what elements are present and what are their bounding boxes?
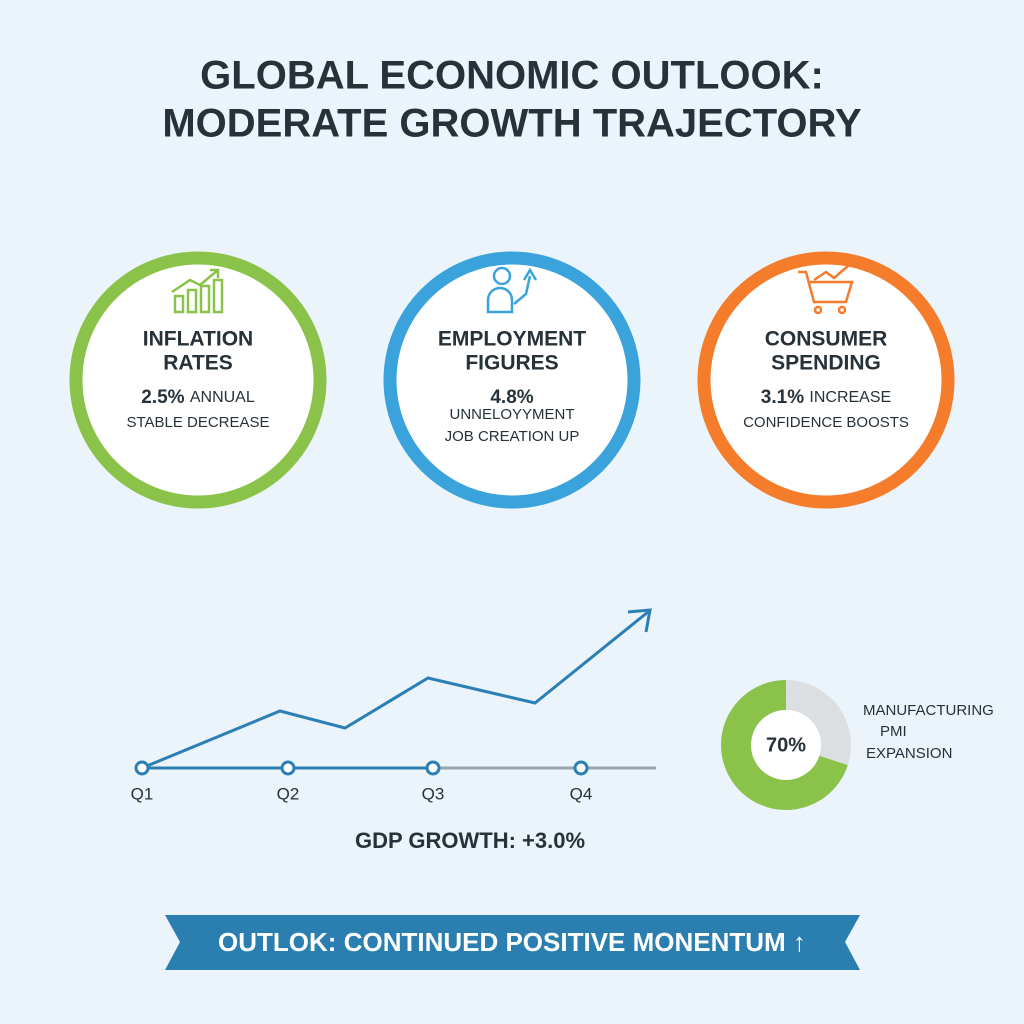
gauge-caption: PMI xyxy=(880,723,907,740)
gauge-center xyxy=(751,710,821,780)
card-sub: STABLE DECREASE xyxy=(126,414,269,431)
card-stat-value: 3.1% xyxy=(761,387,804,408)
banner xyxy=(165,915,860,970)
quarter-point xyxy=(425,760,441,776)
card-stat-value: 4.8% xyxy=(490,387,533,408)
quarter-point xyxy=(573,760,589,776)
gauge-caption: EXPANSION xyxy=(866,745,952,762)
icon-chart xyxy=(171,268,224,314)
title: MODERATE GROWTH TRAJECTORY xyxy=(162,102,862,146)
icon-person xyxy=(486,266,538,314)
card-title: EMPLOYMENT xyxy=(438,328,586,351)
card-title: INFLATION xyxy=(143,328,253,351)
chart-caption: GDP GROWTH: +3.0% xyxy=(355,828,585,853)
card-ring xyxy=(69,251,327,509)
card-title: FIGURES xyxy=(465,352,558,375)
card-stat-note: ANNUAL xyxy=(190,389,255,406)
quarter-point xyxy=(134,760,150,776)
quarter-label: Q1 xyxy=(131,784,154,803)
card-stat-note: INCREASE xyxy=(809,389,891,406)
card-ring xyxy=(383,251,641,509)
gauge-arc xyxy=(721,680,848,810)
card-stat: 2.5% ANNUAL xyxy=(141,387,255,408)
icon-cart xyxy=(798,265,854,315)
card-stat: 4.8% xyxy=(490,387,533,408)
banner-text: OUTLOK: CONTINUED POSITIVE MONENTUM ↑ xyxy=(218,927,806,957)
quarter-label: Q2 xyxy=(277,784,300,803)
card-sub: CONFIDENCE BOOSTS xyxy=(743,414,909,431)
card-ring xyxy=(697,251,955,509)
card-title: RATES xyxy=(163,352,233,375)
gauge-caption: MANUFACTURING xyxy=(863,702,994,719)
card-sub: JOB CREATION UP xyxy=(445,428,580,445)
trend-arrow xyxy=(627,608,652,633)
title: GLOBAL ECONOMIC OUTLOOK: xyxy=(200,54,824,98)
card-title: SPENDING xyxy=(771,352,881,375)
quarter-label: Q3 xyxy=(422,784,445,803)
card-title: CONSUMER xyxy=(765,328,888,351)
gauge-label: 70% xyxy=(766,734,806,756)
trend-line xyxy=(141,610,649,770)
card-stat: 3.1% INCREASE xyxy=(761,387,891,408)
card-sub: UNNELOYYMENT xyxy=(449,406,574,423)
quarter-label: Q4 xyxy=(570,784,593,803)
card-stat-value: 2.5% xyxy=(141,387,184,408)
quarter-point xyxy=(280,760,296,776)
